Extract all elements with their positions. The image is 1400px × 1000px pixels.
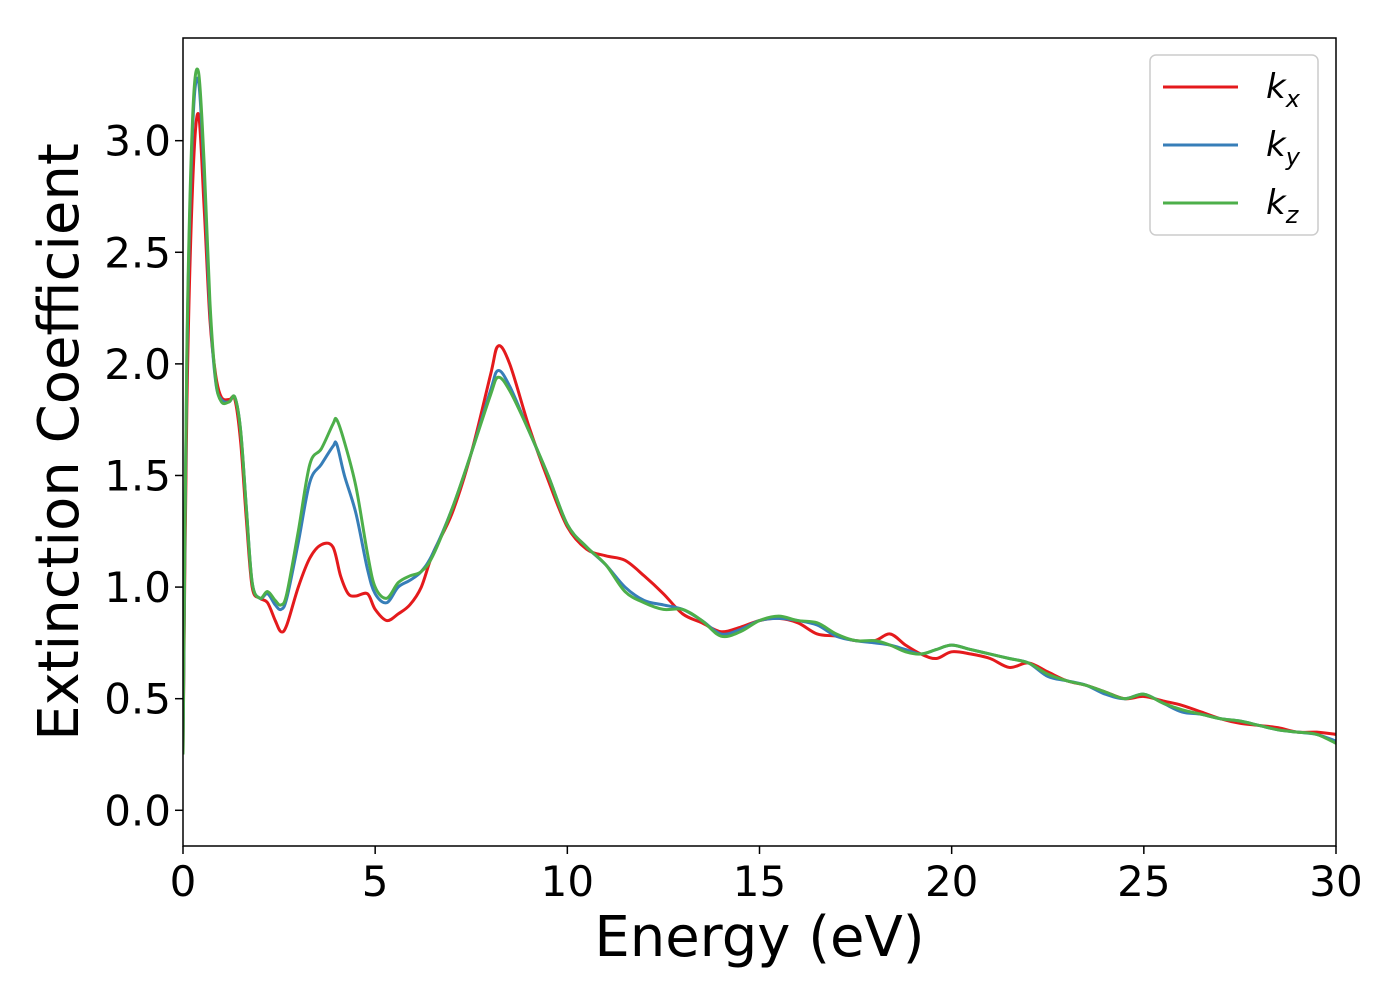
legend-label-kx: kx (1266, 67, 1301, 113)
x-tick-label: 30 (1309, 857, 1362, 906)
y-tick-label: 2.5 (104, 228, 171, 277)
x-tick-label: 5 (362, 857, 389, 906)
y-tick-label: 0.5 (104, 675, 171, 724)
x-tick-label: 0 (170, 857, 197, 906)
y-tick-label: 1.5 (104, 451, 171, 500)
y-tick-label: 1.0 (104, 563, 171, 612)
x-tick-label: 15 (733, 857, 786, 906)
x-axis-title: Energy (eV) (594, 905, 924, 970)
series-line-kz (183, 67, 1336, 755)
x-tick-label: 25 (1117, 857, 1170, 906)
x-tick-label: 20 (925, 857, 978, 906)
series-layer (183, 67, 1336, 755)
legend: kx ky kz (1149, 54, 1319, 236)
legend-label-ky: ky (1266, 125, 1301, 171)
y-tick-label: 3.0 (104, 117, 171, 166)
legend-label-kz: kz (1266, 183, 1300, 229)
y-axis-title: Extinction Coefficient (27, 143, 92, 741)
y-tick-label: 0.0 (104, 786, 171, 835)
y-tick-label: 2.0 (104, 340, 171, 389)
x-axis: 0 5 10 15 20 25 30 (170, 846, 1363, 906)
x-tick-label: 10 (541, 857, 594, 906)
y-axis: 0.0 0.5 1.0 1.5 2.0 2.5 3.0 (104, 117, 183, 835)
